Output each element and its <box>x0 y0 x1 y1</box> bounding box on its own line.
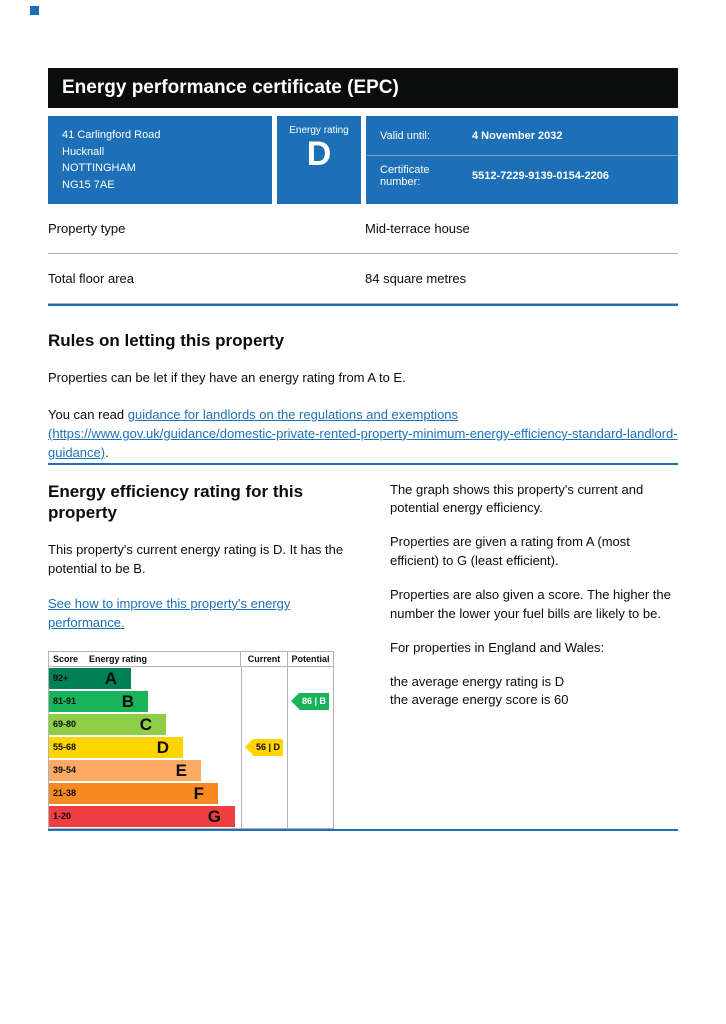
band-a-letter: A <box>104 668 117 688</box>
table-row: Total floor area 84 square metres <box>48 254 678 304</box>
certificate-number-label: Certificate number: <box>380 164 430 188</box>
band-g-score: 1-20 <box>53 811 72 821</box>
band-c-letter: C <box>139 714 152 734</box>
band-d-score: 55-68 <box>53 742 77 752</box>
rating-heading: Energy efficiency rating for this proper… <box>48 481 304 522</box>
property-type-value: Mid-terrace house <box>365 221 470 236</box>
link-suffix: . <box>105 444 109 460</box>
potential-column-header: Potential <box>287 651 333 666</box>
band-c-score: 69-80 <box>53 719 77 729</box>
band-a: 92+ A <box>49 667 131 689</box>
energy-rating-box: Energy rating D <box>277 116 361 204</box>
address-line-4: NG15 7AE <box>62 178 115 191</box>
average-score-line: the average energy score is 60 <box>390 692 569 708</box>
current-column <box>240 666 288 828</box>
band-g: 1-20 G <box>49 805 235 827</box>
band-b: 81-91 B <box>49 690 148 712</box>
link-prefix: You can read <box>48 407 128 423</box>
certificate-summary: 41 Carlingford Road Hucknall NOTTINGHAM … <box>48 116 678 204</box>
valid-until-row: Valid until: 4 November 2032 <box>366 116 678 156</box>
current-column-header: Current <box>240 651 287 666</box>
address-line-2: Hucknall <box>62 145 105 158</box>
certificate-number-value: 5512-7229-9139-0154-2206 <box>472 170 610 182</box>
explanation-paragraph: Properties are also given a score. The h… <box>390 587 671 621</box>
current-rating-marker: 56 | D <box>245 738 284 756</box>
average-rating-line: the average energy rating is D <box>390 673 565 689</box>
explanation-paragraph: The graph shows this property's current … <box>390 481 644 516</box>
band-e: 39-54 E <box>49 759 201 781</box>
rating-explanation-column: The graph shows this property's current … <box>390 481 678 829</box>
band-e-letter: E <box>175 760 187 780</box>
band-f: 21-38 F <box>49 782 218 804</box>
rating-column: Energy efficiency rating for this proper… <box>48 481 348 829</box>
validity-box: Valid until: 4 November 2032 Certificate… <box>366 116 678 204</box>
left-arrow-icon <box>291 692 299 709</box>
energy-rating-value: D <box>306 135 332 173</box>
address-line-1: 41 Carlingford Road <box>62 129 161 141</box>
landlord-guidance-link[interactable]: guidance for landlords on the regulation… <box>48 407 678 460</box>
band-e-score: 39-54 <box>53 765 77 775</box>
band-c: 69-80 C <box>49 713 166 735</box>
page-corner-marker <box>30 6 39 15</box>
band-d-letter: D <box>156 737 169 757</box>
rating-paragraph: This property's current energy rating is… <box>48 542 344 576</box>
rating-column-header: Energy rating <box>89 653 148 664</box>
band-f-score: 21-38 <box>53 788 77 798</box>
table-row: Property type Mid-terrace house <box>48 204 678 254</box>
property-type-label: Property type <box>48 221 126 236</box>
rules-paragraph: Properties can be let if they have an en… <box>48 370 406 386</box>
band-d: 55-68 D <box>49 736 183 758</box>
energy-efficiency-section: Energy efficiency rating for this proper… <box>48 481 678 829</box>
certificate-number-row: Certificate number: 5512-7229-9139-0154-… <box>366 156 678 196</box>
potential-rating-value: 86 | B <box>299 692 330 710</box>
band-a-score: 92+ <box>53 673 69 683</box>
explanation-paragraph: Properties are given a rating from A (mo… <box>390 534 630 569</box>
address-line-3: NOTTINGHAM <box>62 162 136 174</box>
band-g-letter: G <box>207 806 221 826</box>
page-title: Energy performance certificate (EPC) <box>48 68 678 108</box>
current-rating-value: 56 | D <box>253 738 284 756</box>
left-arrow-icon <box>245 738 253 755</box>
chart-header: Score Energy rating Current Potential <box>49 651 333 667</box>
potential-column <box>287 666 333 828</box>
rules-heading: Rules on letting this property <box>48 331 285 350</box>
band-f-letter: F <box>193 783 204 803</box>
floor-area-value: 84 square metres <box>365 271 467 286</box>
valid-until-value: 4 November 2032 <box>472 129 563 142</box>
rules-link-paragraph: You can read guidance for landlords on t… <box>48 406 678 463</box>
explanation-paragraph: For properties in England and Wales: <box>390 639 605 655</box>
potential-rating-marker: 86 | B <box>291 692 330 710</box>
score-column-header: Score <box>53 653 79 664</box>
energy-rating-chart: Score Energy rating Current Potential 92… <box>48 650 334 829</box>
valid-until-label: Valid until: <box>380 129 430 142</box>
band-b-letter: B <box>121 691 134 711</box>
section-divider <box>48 304 678 306</box>
improve-performance-link[interactable]: See how to improve this property's energ… <box>48 595 291 630</box>
energy-rating-label: Energy rating <box>289 125 349 136</box>
section-divider <box>48 462 678 465</box>
property-details-table: Property type Mid-terrace house Total fl… <box>48 204 678 304</box>
band-b-score: 81-91 <box>53 696 77 706</box>
floor-area-label: Total floor area <box>48 271 134 286</box>
chart-body: 92+ A 81-91 B 69-80 C 55-68 <box>49 666 333 828</box>
rating-bands: 92+ A 81-91 B 69-80 C 55-68 <box>49 667 241 828</box>
epc-page: Energy performance certificate (EPC) 41 … <box>48 68 678 831</box>
property-address: 41 Carlingford Road Hucknall NOTTINGHAM … <box>48 116 272 204</box>
section-divider <box>48 828 678 831</box>
